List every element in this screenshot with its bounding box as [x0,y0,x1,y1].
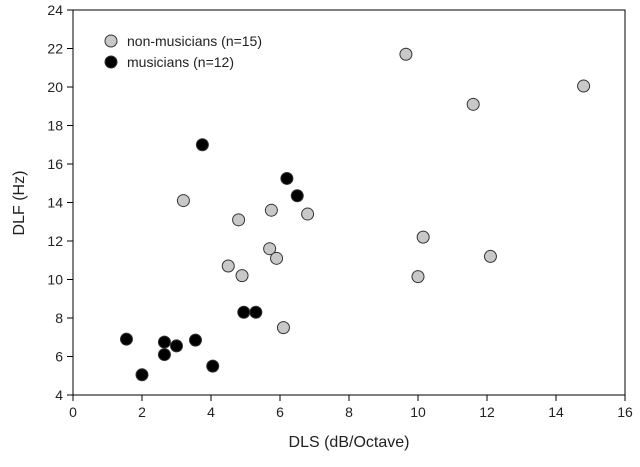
legend: non-musicians (n=15) musicians (n=12) [104,33,262,70]
x-tick-label: 16 [617,404,633,420]
y-tick-label: 4 [55,387,63,403]
x-tick-label: 12 [479,404,495,420]
y-tick-label: 18 [47,118,63,134]
x-axis-label: DLS (dB/Octave) [289,434,410,451]
data-point-non-musician [232,213,246,227]
data-point-non-musician [270,251,284,265]
y-tick-label: 12 [47,233,63,249]
data-point-musician [135,368,149,382]
data-point-musician [206,359,220,373]
x-axis: 0 2 4 6 8 10 12 14 16 [69,395,633,420]
y-axis: 4 6 8 10 12 14 16 18 20 22 24 [47,2,73,403]
data-point-non-musician [235,269,249,283]
x-tick-label: 6 [276,404,284,420]
data-point-musician [237,305,251,319]
data-point-non-musician [416,230,430,244]
data-point-non-musician [301,207,315,221]
data-point-musician [280,171,294,185]
x-tick-label: 4 [207,404,215,420]
data-point-non-musician [221,259,235,273]
legend-marker-musicians [104,55,118,69]
y-tick-label: 6 [55,349,63,365]
data-point-non-musician [411,270,425,284]
legend-label-non-musicians: non-musicians (n=15) [127,33,262,49]
data-points [119,47,591,382]
y-tick-label: 8 [55,310,63,326]
data-point-musician [249,305,263,319]
data-point-non-musician [263,242,277,256]
x-tick-label: 0 [69,404,77,420]
data-point-non-musician [176,194,190,208]
y-tick-label: 24 [47,2,63,18]
x-tick-label: 2 [138,404,146,420]
y-axis-label: DLF (Hz) [11,171,28,236]
legend-marker-non-musicians [104,34,118,48]
y-tick-label: 22 [47,41,63,57]
data-point-musician [157,335,171,349]
data-point-musician [119,332,133,346]
data-point-musician [290,189,304,203]
y-tick-label: 16 [47,156,63,172]
data-point-non-musician [276,321,290,335]
data-point-non-musician [483,249,497,263]
data-point-non-musician [264,203,278,217]
legend-label-musicians: musicians (n=12) [127,54,234,70]
y-tick-label: 14 [47,195,63,211]
y-tick-label: 10 [47,272,63,288]
x-tick-label: 8 [345,404,353,420]
data-point-musician [188,333,202,347]
data-point-musician [170,339,183,353]
data-point-non-musician [399,47,413,61]
data-point-musician [157,348,171,362]
data-point-non-musician [466,97,480,111]
y-tick-label: 20 [47,79,63,95]
data-point-musician [195,138,209,152]
data-point-non-musician [577,79,591,93]
x-tick-label: 10 [410,404,426,420]
x-tick-label: 14 [548,404,564,420]
